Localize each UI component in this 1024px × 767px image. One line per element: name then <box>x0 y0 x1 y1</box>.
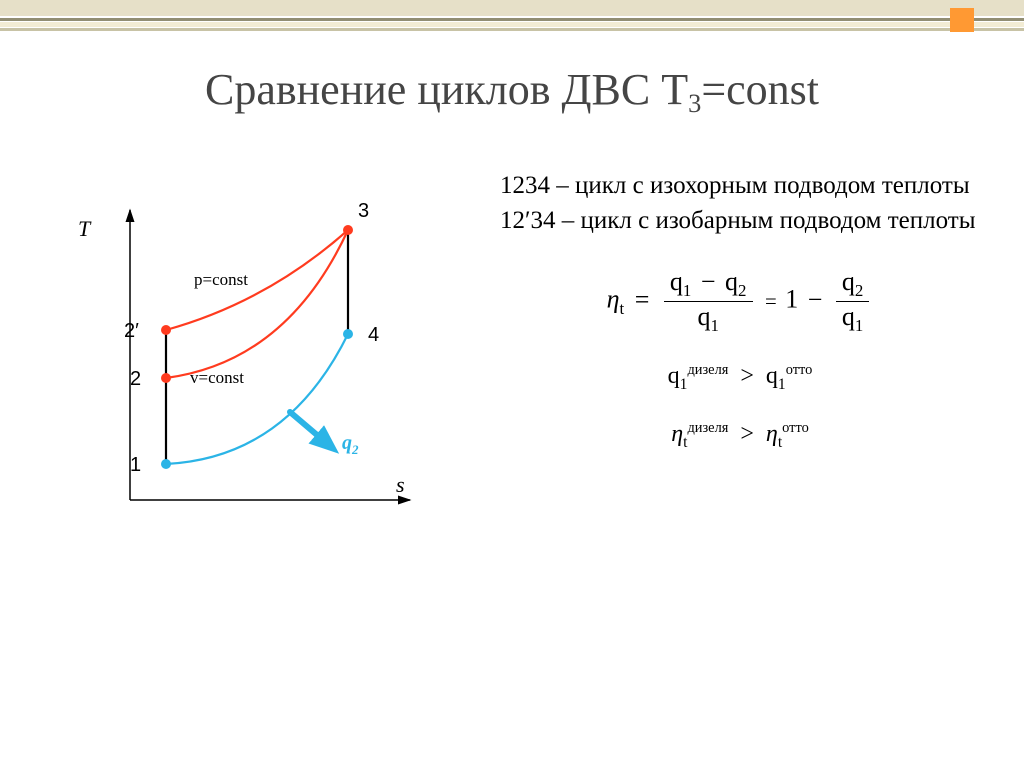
title-sub: 3 <box>688 88 701 118</box>
point-label-2p: 2′ <box>124 320 139 343</box>
q1d2: q <box>842 302 855 331</box>
desc-line-1: 1234 – цикл с изохорным подводом теплоты <box>500 170 980 203</box>
eta-die-sub: t <box>683 434 687 451</box>
description-area: 1234 – цикл с изохорным подводом теплоты… <box>500 170 980 478</box>
q1-die-sup: дизеля <box>687 362 728 378</box>
q2-sub: 2 <box>352 442 359 457</box>
stripe-4 <box>0 28 1024 31</box>
q1-otto-sup: отто <box>786 362 813 378</box>
q1d2-sub: 1 <box>855 316 863 335</box>
q2n: q <box>725 267 738 296</box>
point-label-1: 1 <box>130 454 141 477</box>
q1n-sub: 1 <box>683 281 691 300</box>
q2n-sub: 2 <box>738 281 746 300</box>
eta-otto-sub: t <box>778 434 782 451</box>
ts-diagram: T s 1 2 2′ 3 4 p=const v=const q2 <box>90 200 430 540</box>
top-stripe <box>0 0 1024 40</box>
point-label-4: 4 <box>368 324 379 347</box>
eta-otto-sup: отто <box>782 420 809 436</box>
eta-sub: t <box>620 299 625 318</box>
formula-eta-compare: ηtдизеля > ηtотто <box>500 420 980 452</box>
page-title: Сравнение циклов ДВС T3=const <box>0 64 1024 115</box>
stripe-2 <box>0 18 1024 21</box>
q1-die: q <box>668 363 680 389</box>
q2-label: q2 <box>342 432 359 458</box>
minus1: − <box>701 267 716 296</box>
point-label-2: 2 <box>130 368 141 391</box>
one: 1 <box>785 285 798 314</box>
q1-otto-sub: 1 <box>778 376 786 393</box>
eq2: = <box>765 290 777 313</box>
frac2: q2 q1 <box>836 267 869 336</box>
gt1: > <box>740 363 754 389</box>
curve-label-v: v=const <box>190 368 244 388</box>
title-prefix: Сравнение циклов ДВС T <box>205 65 688 114</box>
curve-label-p: p=const <box>194 270 248 290</box>
eta: η <box>607 285 620 314</box>
title-suffix: =const <box>701 65 819 114</box>
point-label-3: 3 <box>358 200 369 223</box>
formula-q1-compare: q1дизеля > q1отто <box>500 362 980 394</box>
q2-text: q <box>342 432 352 454</box>
accent-box <box>950 8 974 32</box>
stripe-3 <box>0 22 1024 27</box>
q1-die-sub: 1 <box>680 376 688 393</box>
q1d-sub: 1 <box>710 316 718 335</box>
gt2: > <box>740 421 754 447</box>
q2n2: q <box>842 267 855 296</box>
q2n2-sub: 2 <box>855 281 863 300</box>
stripe-1 <box>0 0 1024 16</box>
desc-line-2: 12′34 – цикл с изобарным подводом теплот… <box>500 205 980 238</box>
q1d: q <box>697 302 710 331</box>
eq1: = <box>635 285 650 314</box>
q1-otto: q <box>766 363 778 389</box>
axis-label-T: T <box>78 216 90 242</box>
eta-die-sup: дизеля <box>687 420 728 436</box>
formula-efficiency: ηt = q1 − q2 q1 = 1 − q2 q1 <box>500 267 980 336</box>
eta-otto: η <box>766 421 778 447</box>
frac1: q1 − q2 q1 <box>664 267 753 336</box>
minus2: − <box>808 285 823 314</box>
q1n: q <box>670 267 683 296</box>
eta-die: η <box>671 421 683 447</box>
formula-block: ηt = q1 − q2 q1 = 1 − q2 q1 <box>500 267 980 452</box>
axis-label-s: s <box>396 472 405 498</box>
